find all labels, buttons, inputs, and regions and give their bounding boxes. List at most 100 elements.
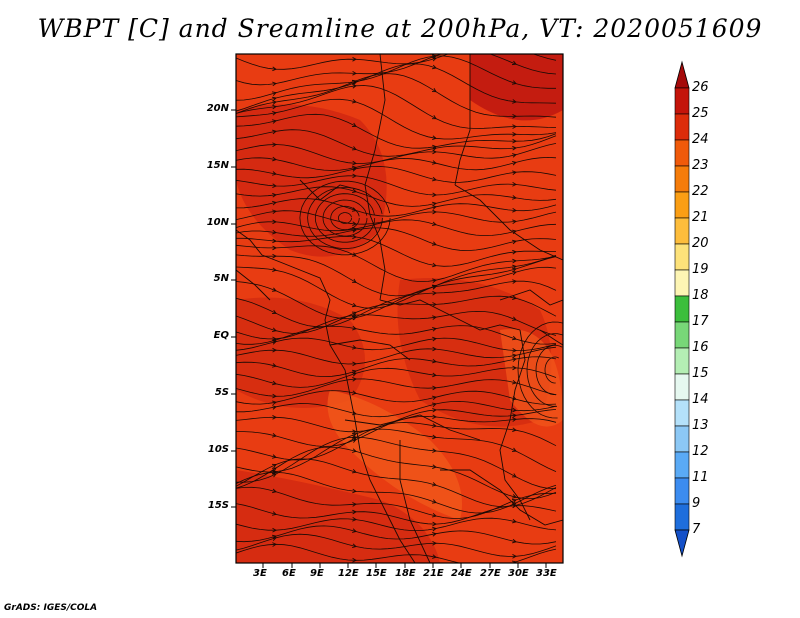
streamline: [236, 98, 557, 140]
streamline-arrow: [512, 170, 517, 175]
streamline-arrow: [512, 145, 517, 151]
axis-ticks: [231, 109, 547, 568]
streamline-arrow: [512, 219, 517, 225]
streamline-arrow: [512, 113, 517, 119]
streamline-arrow: [352, 167, 357, 172]
coastline: [329, 339, 411, 361]
streamline-arrow: [512, 239, 517, 245]
streamline: [236, 356, 557, 378]
colorbar-label: 12: [692, 444, 709, 459]
streamline-arrow: [352, 361, 357, 367]
streamline-arrow: [512, 258, 517, 264]
streamline-arrow: [432, 385, 437, 391]
shade-patch: [236, 470, 440, 563]
streamline-arrow: [432, 346, 437, 352]
coastline: [499, 289, 563, 306]
streamline-arrow: [511, 498, 517, 504]
streamline-arrow: [352, 390, 357, 396]
streamline-arrow: [432, 526, 437, 532]
streamline-arrow: [351, 372, 357, 377]
streamline: [236, 446, 557, 500]
streamline: [236, 390, 557, 405]
colorbar-label: 7: [692, 522, 701, 537]
streamline: [236, 325, 557, 345]
colorbar-label: 17: [692, 314, 709, 329]
streamline-arrow: [511, 560, 517, 563]
streamline: [236, 415, 557, 447]
streamline-arrow: [431, 64, 437, 70]
streamline-arrow: [272, 405, 277, 410]
colorbar-box: [674, 503, 690, 531]
coastlines-borders: [236, 54, 563, 563]
streamline: [236, 73, 557, 118]
colorbar-box: [674, 451, 690, 479]
streamline-arrow: [512, 267, 517, 272]
streamline: [236, 156, 557, 171]
streamline: [236, 198, 557, 217]
streamline-arrow: [352, 543, 357, 548]
streamline-arrow: [511, 60, 517, 66]
streamline: [236, 244, 557, 283]
streamline-vortex: [526, 333, 563, 407]
streamline-arrow: [432, 532, 437, 537]
streamline: [236, 409, 557, 433]
streamline: [236, 310, 557, 340]
streamline-arrow: [512, 494, 517, 499]
streamline-arrow: [272, 363, 277, 368]
streamline-arrow: [271, 96, 277, 102]
streamline-arrow: [352, 502, 357, 507]
streamline-arrow: [512, 417, 517, 422]
colorbar-box: [674, 477, 690, 505]
streamline-arrow: [271, 309, 277, 315]
streamline-arrow: [512, 503, 517, 509]
streamline-arrow: [272, 527, 277, 533]
colorbar-label: 20: [692, 236, 709, 251]
streamline: [236, 400, 557, 418]
streamline-arrow: [432, 302, 437, 307]
streamline-arrow: [272, 415, 277, 420]
streamline-arrow: [512, 538, 517, 544]
streamline-arrow: [352, 410, 357, 416]
streamline: [236, 471, 557, 514]
colorbar-label: 9: [692, 496, 701, 511]
streamline-arrow: [512, 357, 517, 362]
colorbar-box: [674, 347, 690, 375]
streamline-arrow: [351, 146, 357, 151]
lat-tick-label: EQ: [213, 330, 229, 341]
streamline-arrow: [511, 447, 517, 452]
streamline-arrow: [351, 468, 357, 474]
streamline-arrow: [432, 205, 437, 210]
streamline: [236, 143, 557, 164]
streamline-arrow: [512, 348, 517, 353]
streamline-arrow: [512, 182, 517, 187]
streamline: [236, 254, 557, 297]
streamline-arrow: [272, 347, 277, 353]
streamline-arrow: [272, 229, 277, 235]
streamline-arrow: [272, 433, 277, 438]
streamline-arrow: [351, 79, 357, 85]
streamline-arrow: [352, 557, 357, 563]
streamline-arrow: [512, 138, 517, 144]
streamline-arrow: [512, 249, 517, 255]
colorbar-box: [674, 269, 690, 297]
streamline-arrow: [511, 473, 517, 478]
streamline-arrow: [351, 302, 357, 308]
map-frame: [235, 53, 564, 564]
colorbar-label: 21: [692, 210, 709, 225]
colorbar-label: 23: [692, 158, 709, 173]
streamline-arrow: [272, 119, 277, 124]
streamline-arrow: [272, 110, 277, 116]
streamline-arrow: [512, 279, 517, 284]
streamline-arrow: [352, 313, 357, 318]
streamline-arrow: [271, 467, 277, 472]
streamline-arrow: [352, 221, 357, 226]
lon-tick-label: 27E: [480, 568, 501, 579]
streamline: [236, 346, 557, 365]
streamline-arrow: [272, 183, 277, 189]
coastline: [344, 414, 481, 441]
streamline-arrow: [272, 209, 277, 215]
streamline-arrow: [352, 345, 357, 350]
streamline-arrow: [272, 380, 277, 386]
streamline-vortex: [314, 193, 376, 243]
